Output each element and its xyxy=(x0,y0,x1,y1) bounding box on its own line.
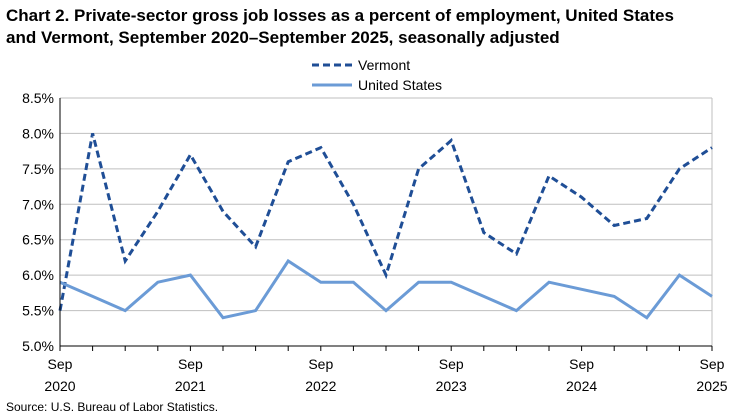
y-tick-label: 5.0% xyxy=(22,338,54,354)
x-tick-label-year: 2021 xyxy=(175,378,206,394)
x-tick-label-month: Sep xyxy=(439,356,464,372)
x-tick-label-year: 2025 xyxy=(696,378,727,394)
y-tick-label: 6.5% xyxy=(22,232,54,248)
x-tick-label-year: 2020 xyxy=(44,378,75,394)
y-tick-label: 5.5% xyxy=(22,303,54,319)
legend-label: Vermont xyxy=(358,57,410,73)
x-tick-label-year: 2024 xyxy=(566,378,597,394)
x-tick-label-month: Sep xyxy=(178,356,203,372)
y-tick-label: 8.5% xyxy=(22,90,54,106)
y-tick-label: 7.5% xyxy=(22,161,54,177)
legend: Vermont United States xyxy=(312,57,442,93)
x-tick-label-month: Sep xyxy=(48,356,73,372)
source-note: Source: U.S. Bureau of Labor Statistics. xyxy=(6,400,219,414)
x-tick-label-month: Sep xyxy=(569,356,594,372)
y-tick-label: 8.0% xyxy=(22,125,54,141)
series-lines xyxy=(58,133,713,320)
chart-title-line-1: Chart 2. Private-sector gross job losses… xyxy=(6,6,674,25)
chart-title: Chart 2. Private-sector gross job losses… xyxy=(6,5,746,49)
x-tick-label-month: Sep xyxy=(308,356,333,372)
legend-label: United States xyxy=(358,77,442,93)
series-line-vermont xyxy=(58,133,713,311)
gridlines xyxy=(60,97,713,346)
x-tick-label-year: 2022 xyxy=(305,378,336,394)
series-line-united-states xyxy=(59,258,713,320)
x-tick-label-month: Sep xyxy=(700,356,725,372)
y-tick-label: 7.0% xyxy=(22,196,54,212)
x-tick-label-year: 2023 xyxy=(436,378,467,394)
y-tick-label: 6.0% xyxy=(22,267,54,283)
chart-title-line-2: and Vermont, September 2020–September 20… xyxy=(6,28,560,47)
axes: 5.0% 5.5% 6.0% 6.5% 7.0% 7.5% 8.0% 8.5% Sep 2020 S… xyxy=(22,90,728,394)
